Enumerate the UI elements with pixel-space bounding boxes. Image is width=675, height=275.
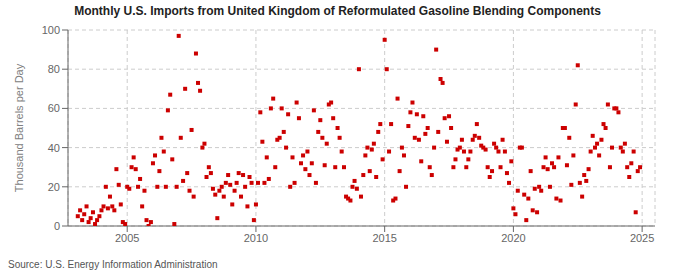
svg-text:40: 40 (48, 142, 60, 154)
svg-text:20: 20 (48, 181, 60, 193)
svg-text:60: 60 (48, 102, 60, 114)
svg-text:2010: 2010 (244, 232, 268, 244)
svg-text:2015: 2015 (372, 232, 396, 244)
svg-text:2020: 2020 (501, 232, 525, 244)
svg-text:2005: 2005 (115, 232, 139, 244)
svg-text:100: 100 (42, 24, 60, 36)
html-text:Monthly U.S. Imports from Unit: Monthly U.S. Imports from United Kingdom… (74, 4, 601, 18)
svg-text:Thousand Barrels per Day: Thousand Barrels per Day (13, 63, 25, 192)
svg-text:0: 0 (54, 220, 60, 232)
html-text:Source: U.S. Energy Informatio: Source: U.S. Energy Information Administ… (8, 259, 218, 270)
svg-text:2025: 2025 (630, 232, 654, 244)
svg-text:80: 80 (48, 63, 60, 75)
